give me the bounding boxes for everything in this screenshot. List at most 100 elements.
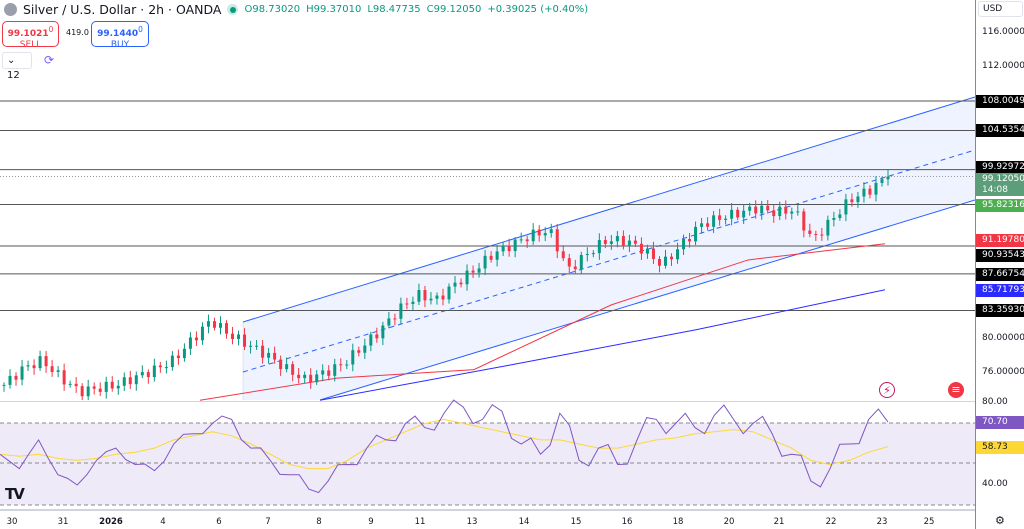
candle-body (814, 233, 818, 235)
candle-body (92, 386, 96, 389)
candle-body (465, 270, 469, 285)
candle-body (267, 352, 271, 358)
price-tick: 80.00000 (982, 333, 1024, 343)
ohlc-open: O98.73020 (244, 4, 301, 15)
settings-gear-icon[interactable]: ⚙ (995, 514, 1005, 527)
candle-body (297, 374, 301, 379)
candle-body (44, 356, 48, 367)
candle-body (2, 384, 6, 386)
candle-body (826, 219, 830, 236)
candle-body (543, 233, 547, 236)
candle-body (453, 282, 457, 287)
candle-body (134, 375, 138, 385)
candle-body (820, 234, 824, 236)
candle-body (170, 355, 174, 368)
symbol-title[interactable]: Silver / U.S. Dollar · 2h · OANDA (23, 2, 222, 17)
candle-body (255, 345, 259, 347)
lightning-event-icon[interactable]: ⚡ (879, 382, 895, 398)
ma-red-line (199, 243, 886, 401)
candle-body (561, 251, 565, 259)
candle-body (471, 270, 475, 273)
candle-body (886, 176, 890, 180)
candle-body (868, 188, 872, 195)
current-price-label: 99.12050 14:08 (976, 172, 1024, 196)
candle-body (718, 215, 722, 220)
candle-body (363, 345, 367, 353)
candle-body (333, 364, 337, 376)
time-tick: 11 (414, 517, 426, 527)
candle-body (694, 226, 698, 242)
level-label: 83.35930 (976, 304, 1024, 318)
sync-icon[interactable]: ⟳ (44, 53, 55, 67)
rsi-tick: 40.00 (982, 479, 1008, 489)
candle-body (146, 372, 150, 378)
us-flag-icon[interactable]: ≡ (948, 382, 964, 398)
sell-button[interactable]: 99.10210 SELL (2, 21, 59, 50)
candle-body (158, 365, 162, 368)
candle-body (459, 282, 463, 285)
candle-body (615, 236, 619, 242)
candle-body (315, 374, 319, 383)
time-tick: 30 (6, 517, 18, 527)
ma-blue-line (319, 289, 886, 401)
candle-body (20, 366, 24, 380)
time-tick: 16 (621, 517, 633, 527)
candle-body (345, 364, 349, 366)
candle-body (633, 240, 637, 244)
candle-body (291, 364, 295, 375)
lots-dropdown[interactable]: ⌄ 12 (2, 52, 32, 81)
rsi-line (0, 399, 889, 494)
chart-canvas[interactable] (0, 0, 975, 529)
time-tick: 31 (57, 517, 69, 527)
candle-body (579, 254, 583, 270)
candle-body (742, 210, 746, 218)
candle-body (651, 248, 655, 259)
candle-body (519, 239, 523, 241)
time-tick: 18 (672, 517, 684, 527)
candle-body (441, 295, 445, 300)
candle-body (549, 229, 553, 234)
candle-body (68, 383, 72, 385)
candle-body (838, 214, 842, 219)
candle-body (688, 239, 692, 242)
rsi-band (0, 423, 975, 505)
channel-lower-line (319, 199, 975, 401)
time-tick: 22 (825, 517, 837, 527)
candle-body (736, 209, 740, 218)
ohlc-close: C99.12050 (426, 4, 482, 15)
candle-body (609, 241, 613, 244)
candle-body (321, 370, 325, 375)
rsi-label: 58.73 (976, 440, 1024, 454)
time-tick: 13 (466, 517, 478, 527)
candle-body (567, 258, 571, 267)
rsi-label: 70.70 (976, 416, 1024, 430)
candle-body (110, 381, 114, 389)
ma-label: 91.19780 (976, 233, 1024, 247)
candle-body (225, 323, 229, 334)
buy-button[interactable]: 99.14400 BUY (91, 21, 149, 50)
candle-body (14, 375, 18, 380)
time-tick: 25 (923, 517, 935, 527)
candle-body (231, 333, 235, 340)
candle-body (435, 295, 439, 299)
candle-body (399, 303, 403, 319)
buy-price: 99.1440 (97, 29, 139, 39)
price-tick: 116.00000 (982, 27, 1024, 37)
currency-dropdown[interactable]: USD (978, 1, 1023, 17)
candle-body (880, 179, 884, 183)
candle-body (603, 240, 607, 244)
candle-body (525, 239, 529, 242)
level-label: 104.53543 (976, 124, 1024, 138)
sell-price-sup: 0 (48, 25, 54, 34)
level-label: 99.92972 (976, 160, 1024, 174)
candle-body (423, 290, 427, 301)
candle-body (243, 334, 247, 347)
time-tick: 15 (570, 517, 582, 527)
candle-body (591, 253, 595, 255)
candle-body (104, 381, 108, 392)
candle-body (784, 206, 788, 214)
candle-body (212, 321, 216, 328)
candle-body (98, 388, 102, 392)
spread: 419.0 (66, 28, 89, 37)
